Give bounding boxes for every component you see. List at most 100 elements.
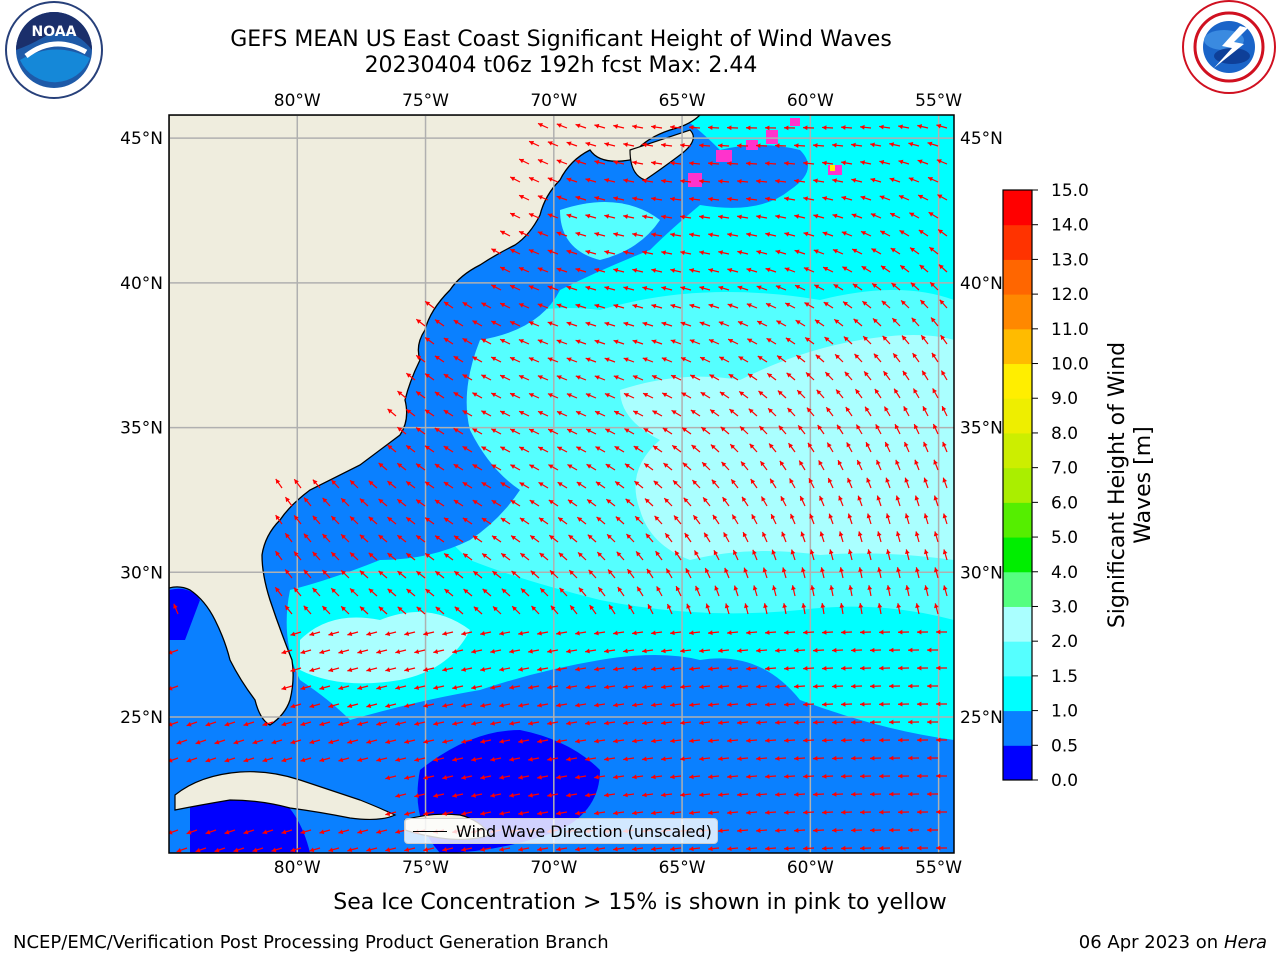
wave-arrow-head	[737, 756, 742, 761]
wave-arrow-head	[585, 285, 591, 291]
wave-arrow-head	[547, 213, 553, 218]
wave-arrow-head	[822, 701, 827, 707]
wave-arrow-head	[904, 441, 909, 447]
wave-arrow-head	[813, 647, 818, 653]
colorbar-segment	[1003, 537, 1032, 573]
wave-arrow-head	[395, 793, 401, 798]
colorbar-label: 0.5	[1051, 736, 1078, 756]
wave-arrow-head	[784, 231, 790, 237]
wave-arrow-head	[908, 141, 914, 147]
wave-arrow-head	[312, 551, 318, 557]
wave-arrow-head	[917, 845, 922, 851]
wave-arrow-head	[883, 371, 889, 377]
wave-arrow-head	[490, 792, 496, 798]
wave-arrow-head	[186, 721, 192, 727]
wave-arrow-head	[481, 517, 487, 523]
wave-arrow-head	[762, 567, 768, 573]
wave-arrow-head	[416, 391, 422, 397]
wave-arrow-head	[214, 847, 220, 853]
wave-arrow-head	[667, 603, 672, 609]
wave-arrow-head	[656, 586, 661, 592]
wave-arrow-head	[756, 178, 761, 184]
wave-arrow-head	[671, 410, 677, 415]
wave-arrow-head	[595, 446, 601, 451]
wave-arrow-head	[795, 320, 801, 325]
wave-arrow-head	[705, 568, 710, 574]
wave-arrow-head	[528, 792, 533, 798]
wave-arrow-head	[568, 534, 574, 540]
wave-arrow-head	[746, 738, 751, 743]
wave-arrow-head	[169, 757, 173, 763]
wave-arrow-head	[453, 500, 459, 505]
wave-arrow-head	[482, 553, 488, 559]
wave-arrow-head	[699, 250, 705, 256]
wave-arrow-head	[708, 196, 713, 202]
wave-arrow-head	[784, 666, 789, 671]
wave-arrow-head	[341, 534, 346, 540]
wave-arrow-head	[699, 214, 704, 220]
wave-arrow-head	[861, 231, 866, 236]
wave-arrow-head	[784, 846, 789, 851]
wave-arrow-head	[794, 178, 799, 184]
wave-arrow-head	[699, 720, 704, 726]
wave-arrow-head	[737, 285, 743, 291]
wave-arrow-head	[634, 481, 640, 486]
wave-arrow-head	[368, 480, 374, 486]
wave-arrow-head	[349, 588, 355, 594]
wave-arrow-head	[547, 141, 553, 146]
wave-arrow-head	[442, 631, 448, 636]
wave-arrow-head	[576, 482, 582, 487]
colorbar-label: 2.0	[1051, 632, 1078, 652]
wave-arrow-head	[686, 603, 691, 609]
wave-arrow-head	[604, 648, 609, 654]
wave-arrow-head	[765, 196, 770, 202]
wave-arrow-head	[566, 213, 572, 219]
wave-arrow-head	[397, 391, 403, 396]
wave-arrow-head	[847, 477, 852, 483]
wave-arrow-head	[836, 389, 841, 395]
wave-arrow-head	[727, 232, 732, 238]
wave-arrow-head	[635, 516, 640, 522]
wave-arrow-head	[416, 499, 422, 505]
wave-arrow-head	[434, 391, 440, 397]
wave-arrow-head	[661, 142, 666, 148]
colorbar-segment	[1003, 363, 1032, 399]
wave-arrow-head	[839, 567, 844, 573]
wave-arrow-head	[594, 810, 599, 816]
sea-ice-patch	[716, 150, 732, 162]
wave-arrow-head	[585, 249, 591, 255]
wave-arrow-head	[597, 552, 603, 557]
wave-arrow-head	[727, 810, 732, 816]
wave-arrow-head	[885, 442, 890, 448]
wave-arrow-head	[471, 685, 477, 690]
wave-arrow-head	[837, 460, 843, 466]
wave-arrow-head	[894, 424, 900, 430]
wave-arrow-head	[653, 480, 659, 486]
wave-arrow-head	[756, 249, 762, 255]
wave-arrow-head	[423, 703, 429, 708]
wave-arrow-head	[492, 606, 498, 612]
wave-arrow-head	[585, 648, 590, 654]
wave-arrow-head	[587, 499, 593, 505]
wave-arrow-head	[816, 389, 822, 395]
wave-arrow-head	[589, 605, 595, 611]
wave-arrow-head	[847, 513, 853, 519]
wave-arrow-head	[708, 630, 713, 636]
wave-arrow-head	[322, 497, 328, 503]
wave-arrow-head	[739, 391, 745, 396]
colorbar-label: 12.0	[1051, 285, 1089, 305]
wave-arrow-head	[851, 755, 856, 761]
wave-arrow-head	[613, 666, 618, 672]
wave-arrow-head	[547, 321, 553, 326]
wave-arrow-head	[702, 462, 707, 468]
wave-arrow-head	[851, 683, 856, 689]
wave-arrow-head	[765, 738, 770, 743]
wave-arrow-head	[898, 701, 903, 707]
wave-arrow-head	[936, 845, 941, 851]
wave-arrow-head	[519, 158, 525, 164]
wave-arrow-head	[756, 828, 761, 833]
wave-arrow-head	[614, 410, 620, 416]
wave-arrow-head	[884, 406, 889, 412]
wave-arrow-head	[453, 428, 459, 433]
wave-arrow-head	[443, 482, 449, 487]
